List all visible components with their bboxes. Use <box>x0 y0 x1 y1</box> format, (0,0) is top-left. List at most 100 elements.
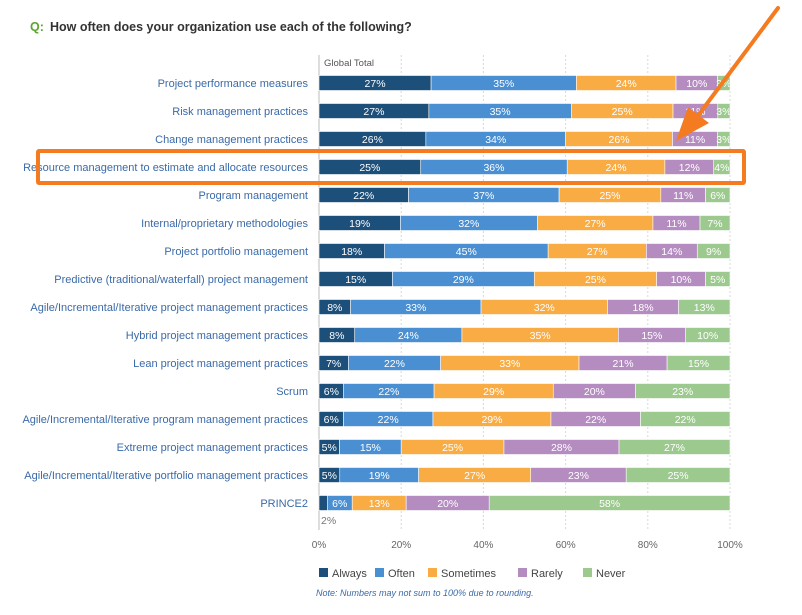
category-label: Extreme project management practices <box>117 442 309 454</box>
bar-segment-never <box>666 355 731 371</box>
data-label: 35% <box>530 330 551 342</box>
legend-swatch <box>583 568 592 577</box>
legend-swatch <box>319 568 328 577</box>
legend-item: Rarely <box>518 568 563 580</box>
x-tick-label: 100% <box>717 540 743 551</box>
question-prefix: Q: <box>30 20 44 34</box>
bar-segment-never <box>618 439 731 455</box>
data-label: 19% <box>349 218 370 230</box>
data-label: 24% <box>398 330 419 342</box>
data-label: 10% <box>671 274 692 286</box>
data-label: 8% <box>327 302 342 314</box>
gridlines <box>318 55 731 530</box>
data-label: 22% <box>585 414 606 426</box>
x-tick-label: 60% <box>556 540 576 551</box>
data-label: 3% <box>716 106 731 118</box>
data-label: 5% <box>322 470 337 482</box>
data-label: 5% <box>322 442 337 454</box>
data-label: 5% <box>710 274 725 286</box>
bar-segment-never <box>625 467 731 483</box>
data-label: 8% <box>329 330 344 342</box>
category-label: Lean project management practices <box>133 358 308 370</box>
legend-swatch <box>518 568 527 577</box>
arrow-annotation <box>676 6 780 141</box>
data-label: 4% <box>714 162 729 174</box>
x-tick-label: 40% <box>473 540 493 551</box>
data-label: 27% <box>464 470 485 482</box>
arrow-head <box>676 107 709 141</box>
legend-label: Rarely <box>531 568 563 580</box>
data-label: 35% <box>493 78 514 90</box>
data-label: 37% <box>473 190 494 202</box>
data-label: 26% <box>362 134 383 146</box>
data-label: 22% <box>353 190 374 202</box>
data-label: 25% <box>442 442 463 454</box>
bar-segment-never <box>705 271 731 287</box>
bar-row: 6% 22% 29% 22% 22% <box>318 411 731 427</box>
data-label: 6% <box>324 414 339 426</box>
legend-item: Never <box>583 568 626 580</box>
legend-swatch <box>428 568 437 577</box>
data-label: 26% <box>609 134 630 146</box>
bar-row: 18% 45% 27% 14% 9% <box>318 243 731 259</box>
data-label: 32% <box>534 302 555 314</box>
bar-segment-never <box>713 159 731 175</box>
data-label: 32% <box>458 218 479 230</box>
arrow-shaft <box>695 6 780 119</box>
data-label: 25% <box>359 162 380 174</box>
category-label: Resource management to estimate and allo… <box>23 162 308 174</box>
data-label: 22% <box>378 414 399 426</box>
bar-segment-never <box>640 411 731 427</box>
bar-segment-never <box>705 187 731 203</box>
data-label: 35% <box>490 106 511 118</box>
data-label: 15% <box>345 274 366 286</box>
data-label: 18% <box>633 302 654 314</box>
data-label: 33% <box>405 302 426 314</box>
bar-row: 26% 34% 26% 11% 3% <box>318 131 731 147</box>
data-label: 10% <box>686 78 707 90</box>
category-label: PRINCE2 <box>260 498 308 510</box>
category-label: Agile/Incremental/Iterative portfolio ma… <box>24 470 308 482</box>
data-label: 12% <box>679 162 700 174</box>
legend-swatch <box>375 568 384 577</box>
data-label: 23% <box>568 470 589 482</box>
data-label: 15% <box>641 330 662 342</box>
category-label: Scrum <box>276 386 308 398</box>
x-tick-label: 0% <box>312 540 327 551</box>
data-label: 20% <box>437 498 458 510</box>
bar-segment-never <box>696 243 731 259</box>
data-label: 36% <box>483 162 504 174</box>
bar-row: 8% 24% 35% 15% 10% <box>318 327 731 343</box>
data-label: 27% <box>365 78 386 90</box>
data-label: 22% <box>378 386 399 398</box>
data-label: 29% <box>483 386 504 398</box>
data-label: 6% <box>332 498 347 510</box>
data-label: 19% <box>369 470 390 482</box>
legend-label: Never <box>596 568 626 580</box>
category-label: Predictive (traditional/waterfall) proje… <box>54 274 308 286</box>
data-label: 22% <box>384 358 405 370</box>
category-label: Agile/Incremental/Iterative project mana… <box>30 302 308 314</box>
data-label: 24% <box>606 162 627 174</box>
data-label: 58% <box>599 498 620 510</box>
bar-row: 5% 15% 25% 28% 27% <box>318 439 731 455</box>
data-label: 27% <box>664 442 685 454</box>
bar-row: 6% 13% 20% 58% <box>318 495 731 511</box>
bar-segment-never <box>699 215 731 231</box>
category-label: Program management <box>199 190 308 202</box>
bar-segment-never <box>717 131 731 147</box>
data-label: 29% <box>481 414 502 426</box>
x-tick-label: 20% <box>391 540 411 551</box>
highlight-box <box>36 149 746 185</box>
bar-segment-never <box>635 383 731 399</box>
data-label: 7% <box>326 358 341 370</box>
bar-segment-never <box>678 299 731 315</box>
data-label: 15% <box>360 442 381 454</box>
bar-segment-never <box>685 327 731 343</box>
data-label: 29% <box>453 274 474 286</box>
question-text: How often does your organization use eac… <box>50 20 412 34</box>
rounding-note: Note: Numbers may not sum to 100% due to… <box>316 588 534 598</box>
chart-title: Q: How often does your organization use … <box>30 20 412 34</box>
bar-row: 19% 32% 27% 11% 7% <box>318 215 731 231</box>
